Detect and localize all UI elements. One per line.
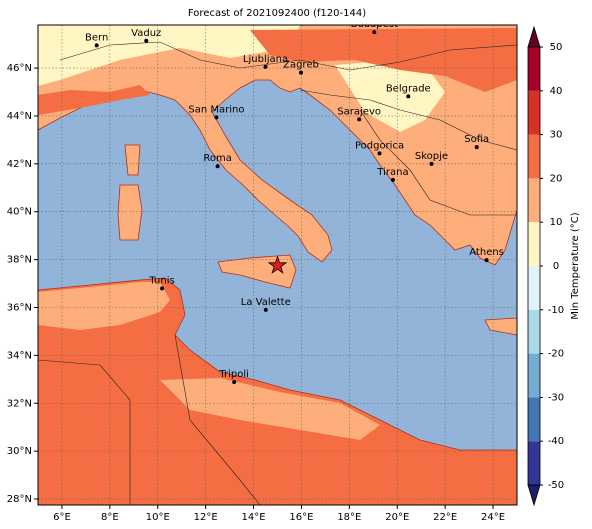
border (359, 109, 517, 216)
x-tick-label: 10°E (146, 512, 170, 523)
city-label: Tunis (148, 275, 174, 286)
y-tick-label: 36°N (7, 302, 32, 313)
map-frame (37, 24, 518, 506)
y-tick-label: 30°N (7, 446, 32, 457)
city-dot (263, 307, 268, 312)
city-label: Zagreb (283, 60, 319, 71)
cool-zone (335, 58, 445, 132)
city-label: Budapest (351, 19, 398, 30)
city-label: Belgrade (386, 83, 431, 94)
x-tick-label: 18°E (337, 512, 361, 523)
colorbar-label: Min Temperature (°C) (570, 212, 581, 319)
city-label: Tirana (376, 167, 408, 178)
y-tick-label: 32°N (7, 398, 32, 409)
border (38, 359, 131, 505)
city-dot (232, 379, 237, 384)
border (299, 89, 517, 151)
warm-coast (160, 378, 380, 440)
city-label: Sofia (464, 134, 489, 145)
colorbar-tick-label: 40 (550, 86, 563, 97)
city-label: Roma (203, 153, 232, 164)
border (174, 334, 261, 505)
colorbar-tick-label: 20 (550, 173, 563, 184)
y-tick-label: 38°N (7, 255, 32, 266)
y-tick-label: 42°N (7, 159, 32, 170)
y-tick-label: 46°N (7, 63, 32, 74)
city-dot (94, 43, 99, 48)
cool-zone (38, 25, 300, 86)
city-label: Bern (85, 32, 108, 43)
city-dot (377, 151, 382, 156)
city-dot (298, 70, 303, 75)
colorbar-band (528, 47, 540, 91)
city-dot (214, 115, 219, 120)
colorbar-under (527, 484, 541, 507)
colorbar-tick-label: -10 (548, 305, 564, 316)
x-tick-label: 8°E (101, 512, 119, 523)
city-dot (474, 145, 479, 150)
colorbar-over (527, 25, 541, 48)
city-label: Ljubljana (243, 54, 288, 65)
city-dot (406, 94, 411, 99)
axes: 6°E 8°E 10°E 12°E 14°E 16°E 18°E 20°E 22°E 24°E 28… (7, 25, 581, 523)
x-tick-label: 20°E (385, 512, 409, 523)
colorbar-band (528, 222, 540, 266)
colorbar-tick-label: 0 (553, 261, 559, 272)
x-tick-label: 14°E (242, 512, 266, 523)
city-dot (263, 64, 268, 69)
city-dot (160, 286, 165, 291)
colorbar-tick-label: -20 (548, 349, 564, 360)
x-tick-label: 12°E (194, 512, 218, 523)
colorbar-band (528, 90, 540, 135)
warm-zone (250, 28, 517, 92)
y-tick-label: 44°N (7, 111, 32, 122)
colorbar-band (528, 178, 540, 223)
x-tick-label: 16°E (289, 512, 313, 523)
city-label: Podgorica (355, 140, 404, 151)
city-dot (484, 258, 489, 263)
colorbar-band (528, 266, 540, 310)
x-tick-label: 22°E (433, 512, 457, 523)
city-label: La Valette (241, 297, 291, 308)
corsica (124, 144, 141, 176)
city-label: Sarajevo (337, 106, 381, 117)
colorbar-band (528, 134, 540, 179)
city-dot (429, 161, 434, 166)
colorbar-tick-label: -40 (548, 436, 564, 447)
city-label: Athens (469, 247, 504, 258)
city-label: Vaduz (131, 28, 161, 39)
colorbar-band (528, 397, 540, 442)
colorbar-tick-label: 50 (550, 42, 563, 53)
colorbar-tick-label: -50 (548, 480, 564, 491)
city-dot (372, 30, 377, 35)
y-tick-label: 40°N (7, 207, 32, 218)
title: Forecast of 2021092400 (f120-144) (188, 8, 366, 19)
border (59, 41, 517, 71)
colorbar-band (528, 309, 540, 354)
y-tick-label: 28°N (7, 494, 32, 505)
city-dot (390, 177, 395, 182)
colorbar-band (528, 441, 540, 485)
city-dot (357, 117, 362, 122)
colorbar-tick-label: 10 (550, 217, 563, 228)
y-tick-label: 34°N (7, 350, 32, 361)
city-label: Tripoli (218, 369, 249, 380)
warm-coast (38, 282, 170, 330)
turkey-land (484, 317, 517, 336)
city-label: San Marino (188, 104, 244, 115)
x-tick-label: 6°E (53, 512, 71, 523)
city-label: Skopje (415, 151, 448, 162)
colorbar-tick-label: 30 (550, 130, 563, 141)
colorbar-band (528, 353, 540, 398)
marker-star (267, 255, 288, 274)
sardinia (117, 184, 143, 241)
city-dot (215, 164, 220, 169)
x-tick-label: 24°E (481, 512, 505, 523)
city-dot (144, 38, 149, 43)
warm-zone (38, 85, 150, 115)
colorbar-tick-label: -30 (548, 392, 564, 403)
